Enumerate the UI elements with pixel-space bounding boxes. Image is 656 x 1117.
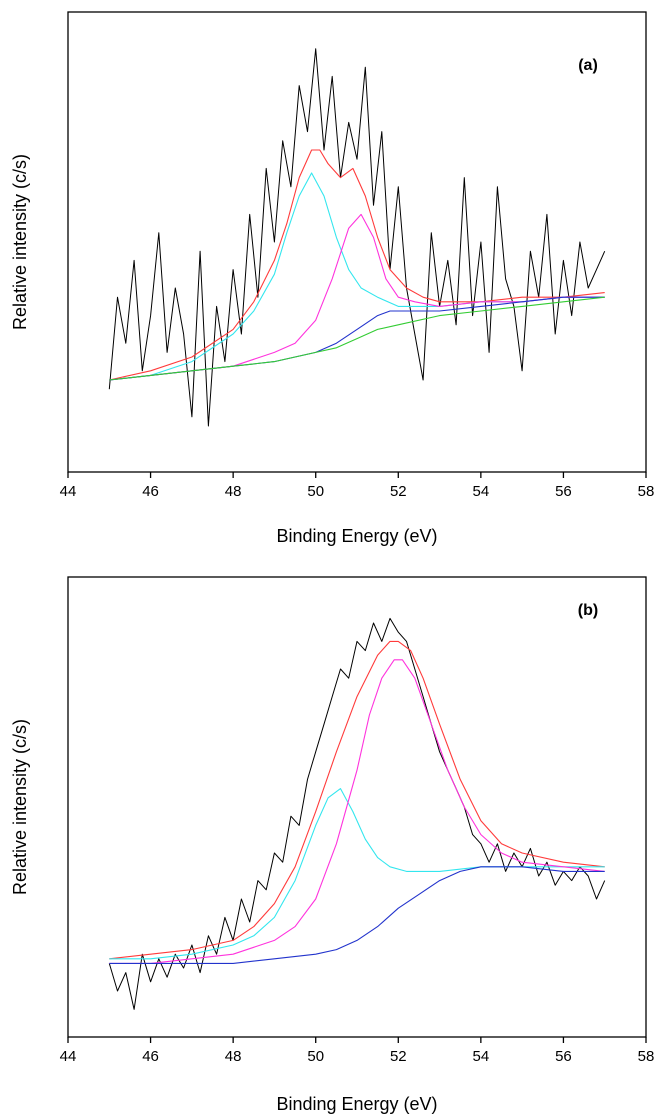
series-line-background [109, 866, 605, 964]
panel-b: 44 46 48 50 52 54 56 58 (b) Binding Energy (eV)… [10, 576, 655, 1114]
x-tick-label: 58 [638, 1048, 655, 1065]
x-tick-label: 54 [473, 1048, 490, 1065]
series-line-component-fit [109, 659, 605, 964]
x-tick-label: 46 [142, 483, 159, 500]
x-tick-label: 50 [307, 483, 324, 500]
x-tick-label: 56 [555, 483, 572, 500]
x-tick-label: 44 [60, 1048, 77, 1065]
x-tick-label: 54 [473, 483, 490, 500]
x-ticks-a: 44 46 48 50 52 54 56 58 [60, 472, 655, 500]
series-line-background [109, 296, 605, 381]
plot-frame-a [67, 11, 647, 473]
series-line-measured [108, 48, 606, 427]
series-line-component-fit [109, 788, 605, 960]
x-ticks-b: 44 46 48 50 52 54 56 58 [60, 1037, 655, 1065]
plot-frame-b [67, 576, 647, 1038]
x-tick-label: 52 [390, 483, 407, 500]
x-tick-label: 44 [60, 483, 77, 500]
x-tick-label: 46 [142, 1048, 159, 1065]
x-tick-label: 48 [225, 483, 242, 500]
x-tick-label: 52 [390, 1048, 407, 1065]
x-tick-label: 58 [638, 483, 655, 500]
panel-label-a: (a) [578, 57, 598, 74]
series-group-b [108, 617, 606, 1010]
x-tick-label: 56 [555, 1048, 572, 1065]
series-line-envelope-fit [109, 149, 605, 381]
x-tick-label: 50 [307, 1048, 324, 1065]
y-axis-title-a: Relative intensity (c/s) [10, 154, 30, 330]
panel-label-b: (b) [578, 602, 598, 619]
x-axis-title-b: Binding Energy (eV) [276, 1094, 437, 1114]
series-group-a [108, 48, 606, 427]
x-axis-title-a: Binding Energy (eV) [276, 526, 437, 546]
x-tick-label: 48 [225, 1048, 242, 1065]
y-axis-title-b: Relative intensity (c/s) [10, 719, 30, 895]
panel-a: 44 46 48 50 52 54 56 58 (a) Binding Energy (eV)… [10, 11, 655, 546]
series-line-component-fit [109, 172, 605, 381]
series-line-envelope-fit [109, 640, 605, 960]
